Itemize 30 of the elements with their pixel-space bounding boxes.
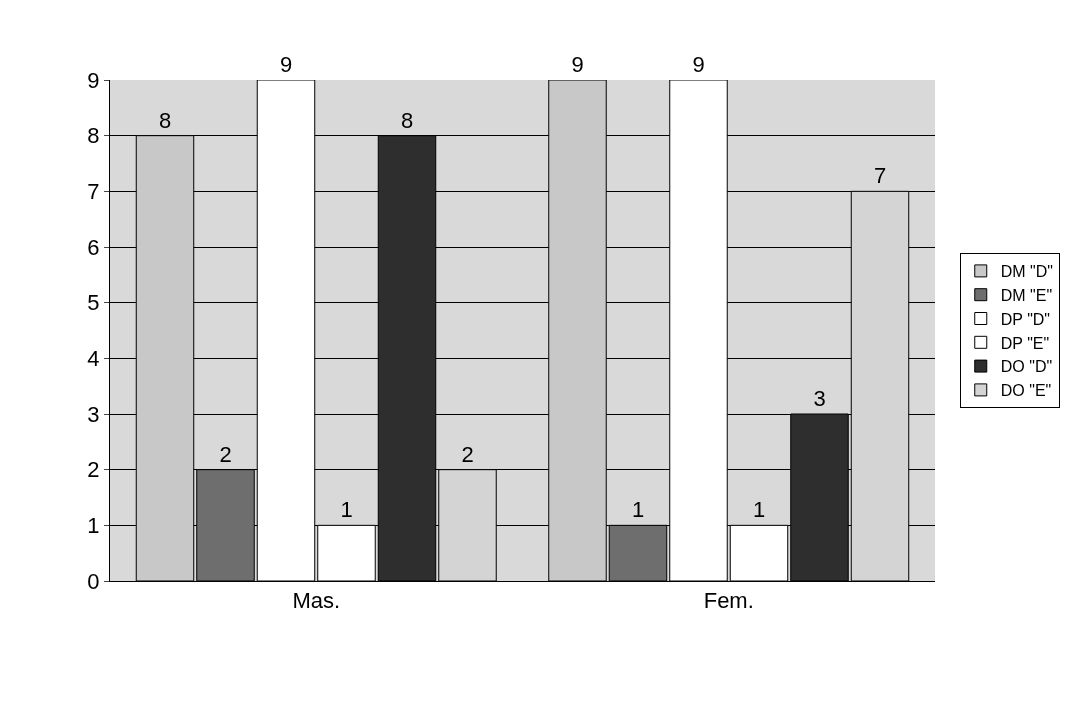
data-label: 2 <box>219 441 232 467</box>
data-label: 3 <box>813 386 826 411</box>
legend-label: DP "D" <box>1000 310 1051 328</box>
data-label: 1 <box>340 497 353 523</box>
data-label: 9 <box>279 52 293 77</box>
y-tick-label: 2 <box>87 457 100 483</box>
legend-label: DO "D" <box>1000 358 1053 376</box>
data-label: 9 <box>692 52 705 77</box>
y-tick-label: 4 <box>87 346 100 372</box>
y-tick-label: 8 <box>87 123 100 149</box>
data-label: 8 <box>158 107 172 133</box>
y-tick-label: 6 <box>87 234 100 260</box>
legend-label: DM "E" <box>1000 286 1053 304</box>
y-tick-label: 0 <box>87 568 100 594</box>
data-label: 8 <box>400 107 414 133</box>
data-label: 7 <box>873 163 887 189</box>
legend-label: DO "E" <box>1000 382 1052 400</box>
legend-label: DP "E" <box>1000 334 1050 352</box>
x-tick-label: Fem. <box>703 588 754 614</box>
y-tick-label: 3 <box>87 401 100 427</box>
x-tick-label: Mas. <box>292 588 341 614</box>
data-label: 2 <box>461 441 474 467</box>
data-label: 9 <box>571 52 584 77</box>
data-label: 1 <box>752 497 766 523</box>
data-label: 1 <box>631 497 645 523</box>
y-tick-label: 1 <box>87 513 100 539</box>
y-tick-label: 7 <box>87 179 100 205</box>
y-tick-label: 9 <box>87 67 100 93</box>
y-tick-label: 5 <box>87 290 100 316</box>
legend-label: DM "D" <box>1000 263 1053 281</box>
